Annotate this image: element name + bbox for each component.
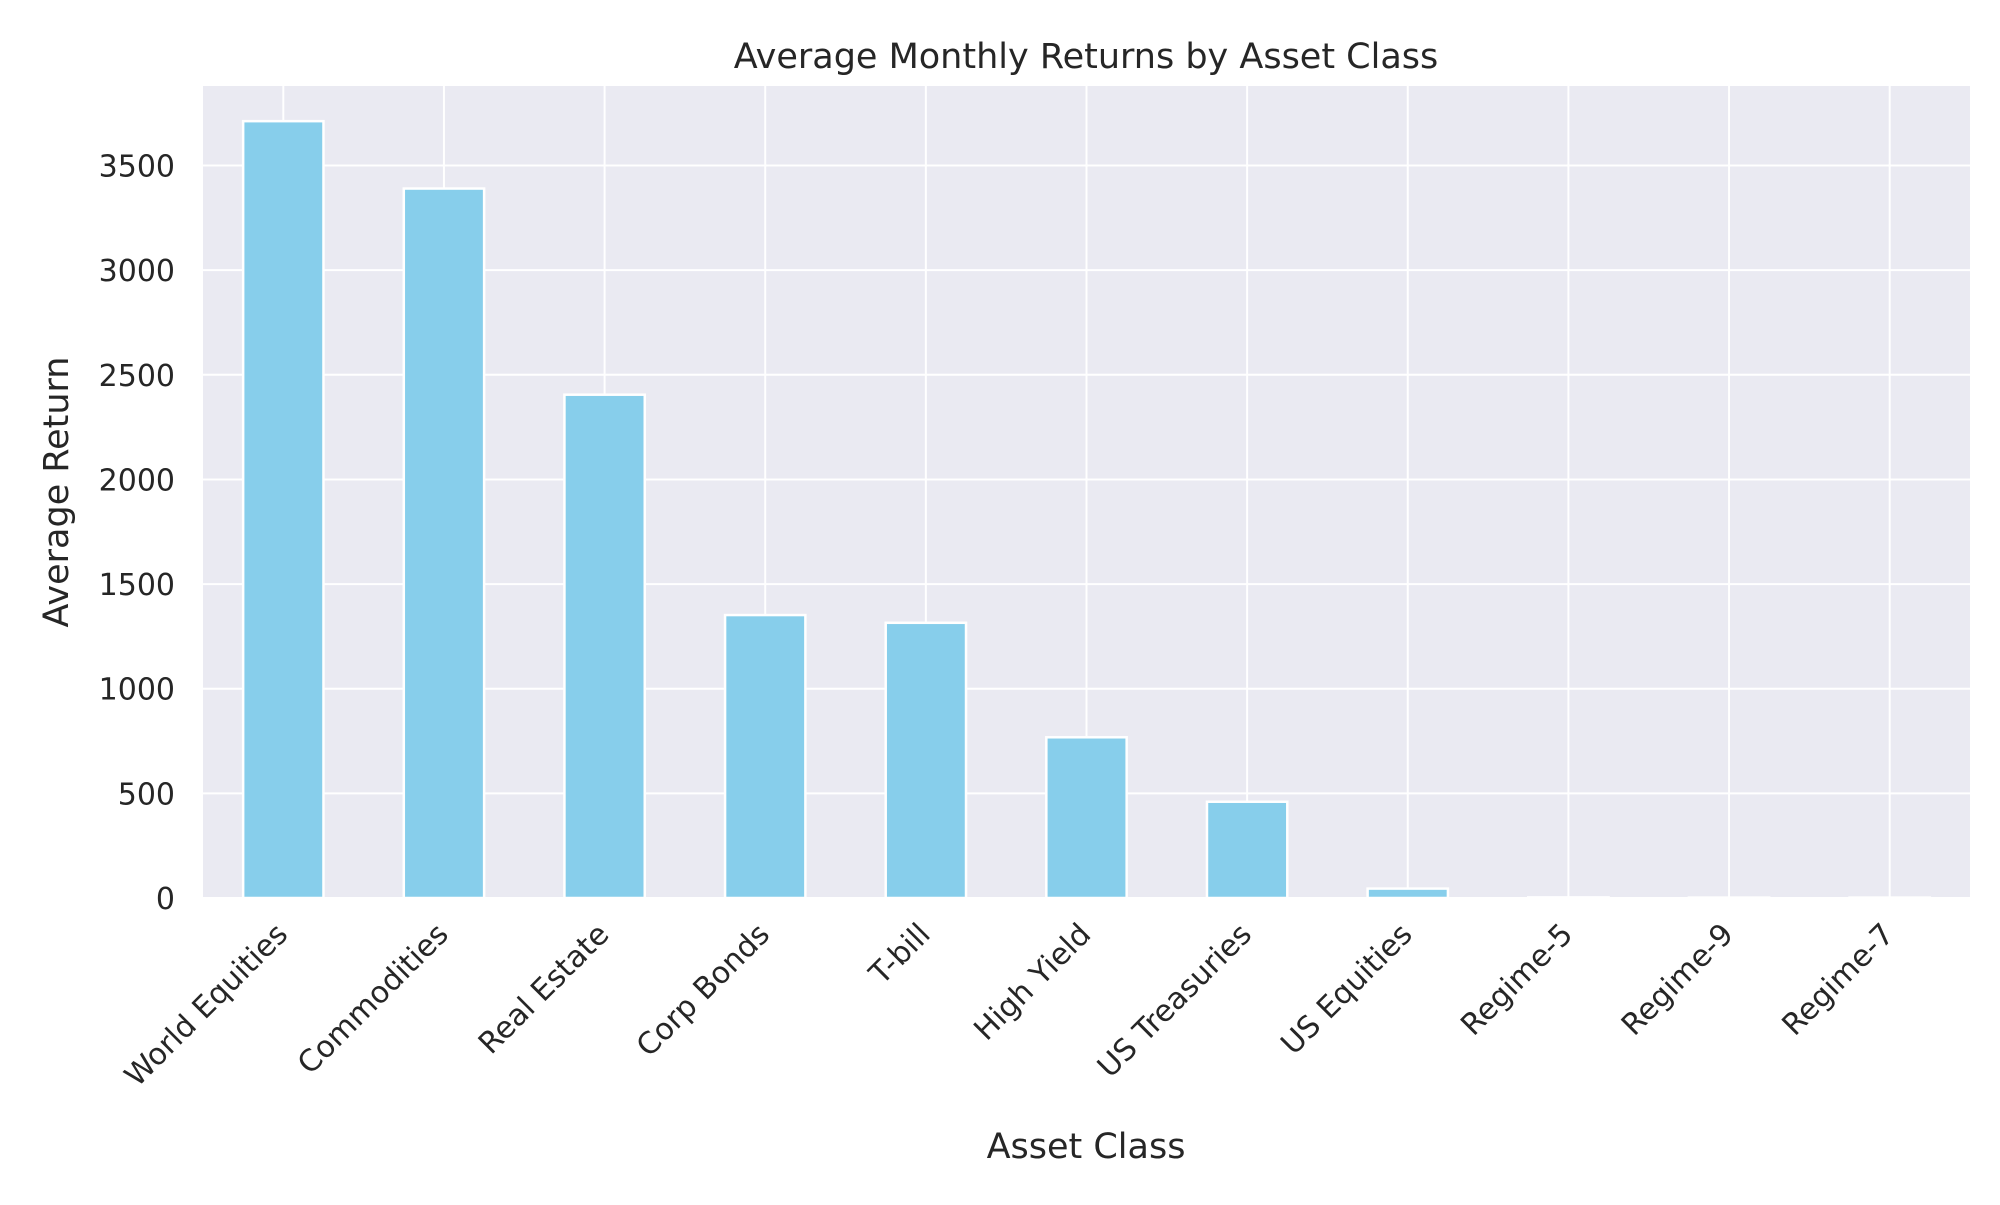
bar-high-yield — [1046, 737, 1126, 898]
bar-real-estate — [564, 395, 644, 898]
x-tick-label: High Yield — [967, 917, 1098, 1048]
y-tick-label: 1000 — [99, 673, 175, 708]
x-tick-label: Regime-7 — [1776, 917, 1902, 1043]
y-axis-label: Average Return — [37, 357, 77, 628]
x-tick-label: T-bill — [862, 917, 937, 992]
bar-corp-bonds — [725, 615, 805, 898]
bar-us-treasuries — [1207, 802, 1287, 898]
chart-title: Average Monthly Returns by Asset Class — [734, 37, 1439, 77]
y-tick-label: 3000 — [99, 254, 175, 289]
y-tick-label: 1500 — [99, 568, 175, 603]
bar-commodities — [404, 189, 484, 898]
bar-t-bill — [886, 623, 966, 898]
y-tick-label: 0 — [156, 882, 175, 917]
y-tick-label: 500 — [118, 777, 175, 812]
bar-world-equities — [243, 121, 323, 898]
x-tick-label: Corp Bonds — [630, 917, 777, 1064]
x-tick-label: Regime-9 — [1615, 917, 1741, 1043]
x-tick-label: US Equities — [1274, 917, 1419, 1062]
x-tick-label: Regime-5 — [1454, 917, 1580, 1043]
y-tick-labels: 0 500 1000 1500 2000 2500 3000 3500 — [99, 150, 175, 917]
y-tick-label: 3500 — [99, 150, 175, 185]
x-axis-label: Asset Class — [987, 1127, 1186, 1167]
x-tick-label: US Treasuries — [1091, 917, 1259, 1085]
x-tick-label: Commodities — [291, 917, 456, 1082]
y-tick-label: 2000 — [99, 463, 175, 498]
x-tick-label: Real Estate — [472, 917, 616, 1061]
bar-regime-5 — [1528, 897, 1608, 898]
bar-us-equities — [1368, 889, 1448, 898]
y-tick-label: 2500 — [99, 359, 175, 394]
x-tick-label: World Equities — [118, 917, 295, 1094]
